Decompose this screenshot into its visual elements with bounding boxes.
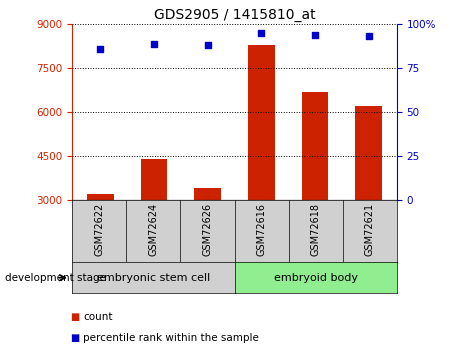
Text: GSM72624: GSM72624 [148, 203, 158, 256]
Text: GSM72622: GSM72622 [94, 203, 104, 256]
Bar [302, 92, 328, 200]
Text: ■: ■ [70, 313, 79, 322]
Bar [248, 45, 275, 200]
Point [97, 46, 104, 51]
Title: GDS2905 / 1415810_at: GDS2905 / 1415810_at [154, 8, 315, 22]
Text: GSM72621: GSM72621 [365, 203, 375, 256]
Text: embryoid body: embryoid body [274, 273, 358, 283]
Point [204, 42, 211, 48]
Text: GSM72616: GSM72616 [257, 203, 267, 256]
Text: ■: ■ [70, 333, 79, 343]
Text: count: count [83, 313, 113, 322]
Point [150, 41, 157, 46]
Text: percentile rank within the sample: percentile rank within the sample [83, 333, 259, 343]
Point [312, 32, 319, 38]
Bar [141, 159, 167, 200]
Point [258, 30, 265, 36]
Text: embryonic stem cell: embryonic stem cell [97, 273, 210, 283]
Text: GSM72626: GSM72626 [202, 203, 212, 256]
Bar [87, 194, 114, 200]
Text: development stage: development stage [5, 273, 106, 283]
Text: GSM72618: GSM72618 [311, 203, 321, 256]
Bar [194, 188, 221, 200]
Point [365, 34, 373, 39]
Bar [355, 106, 382, 200]
